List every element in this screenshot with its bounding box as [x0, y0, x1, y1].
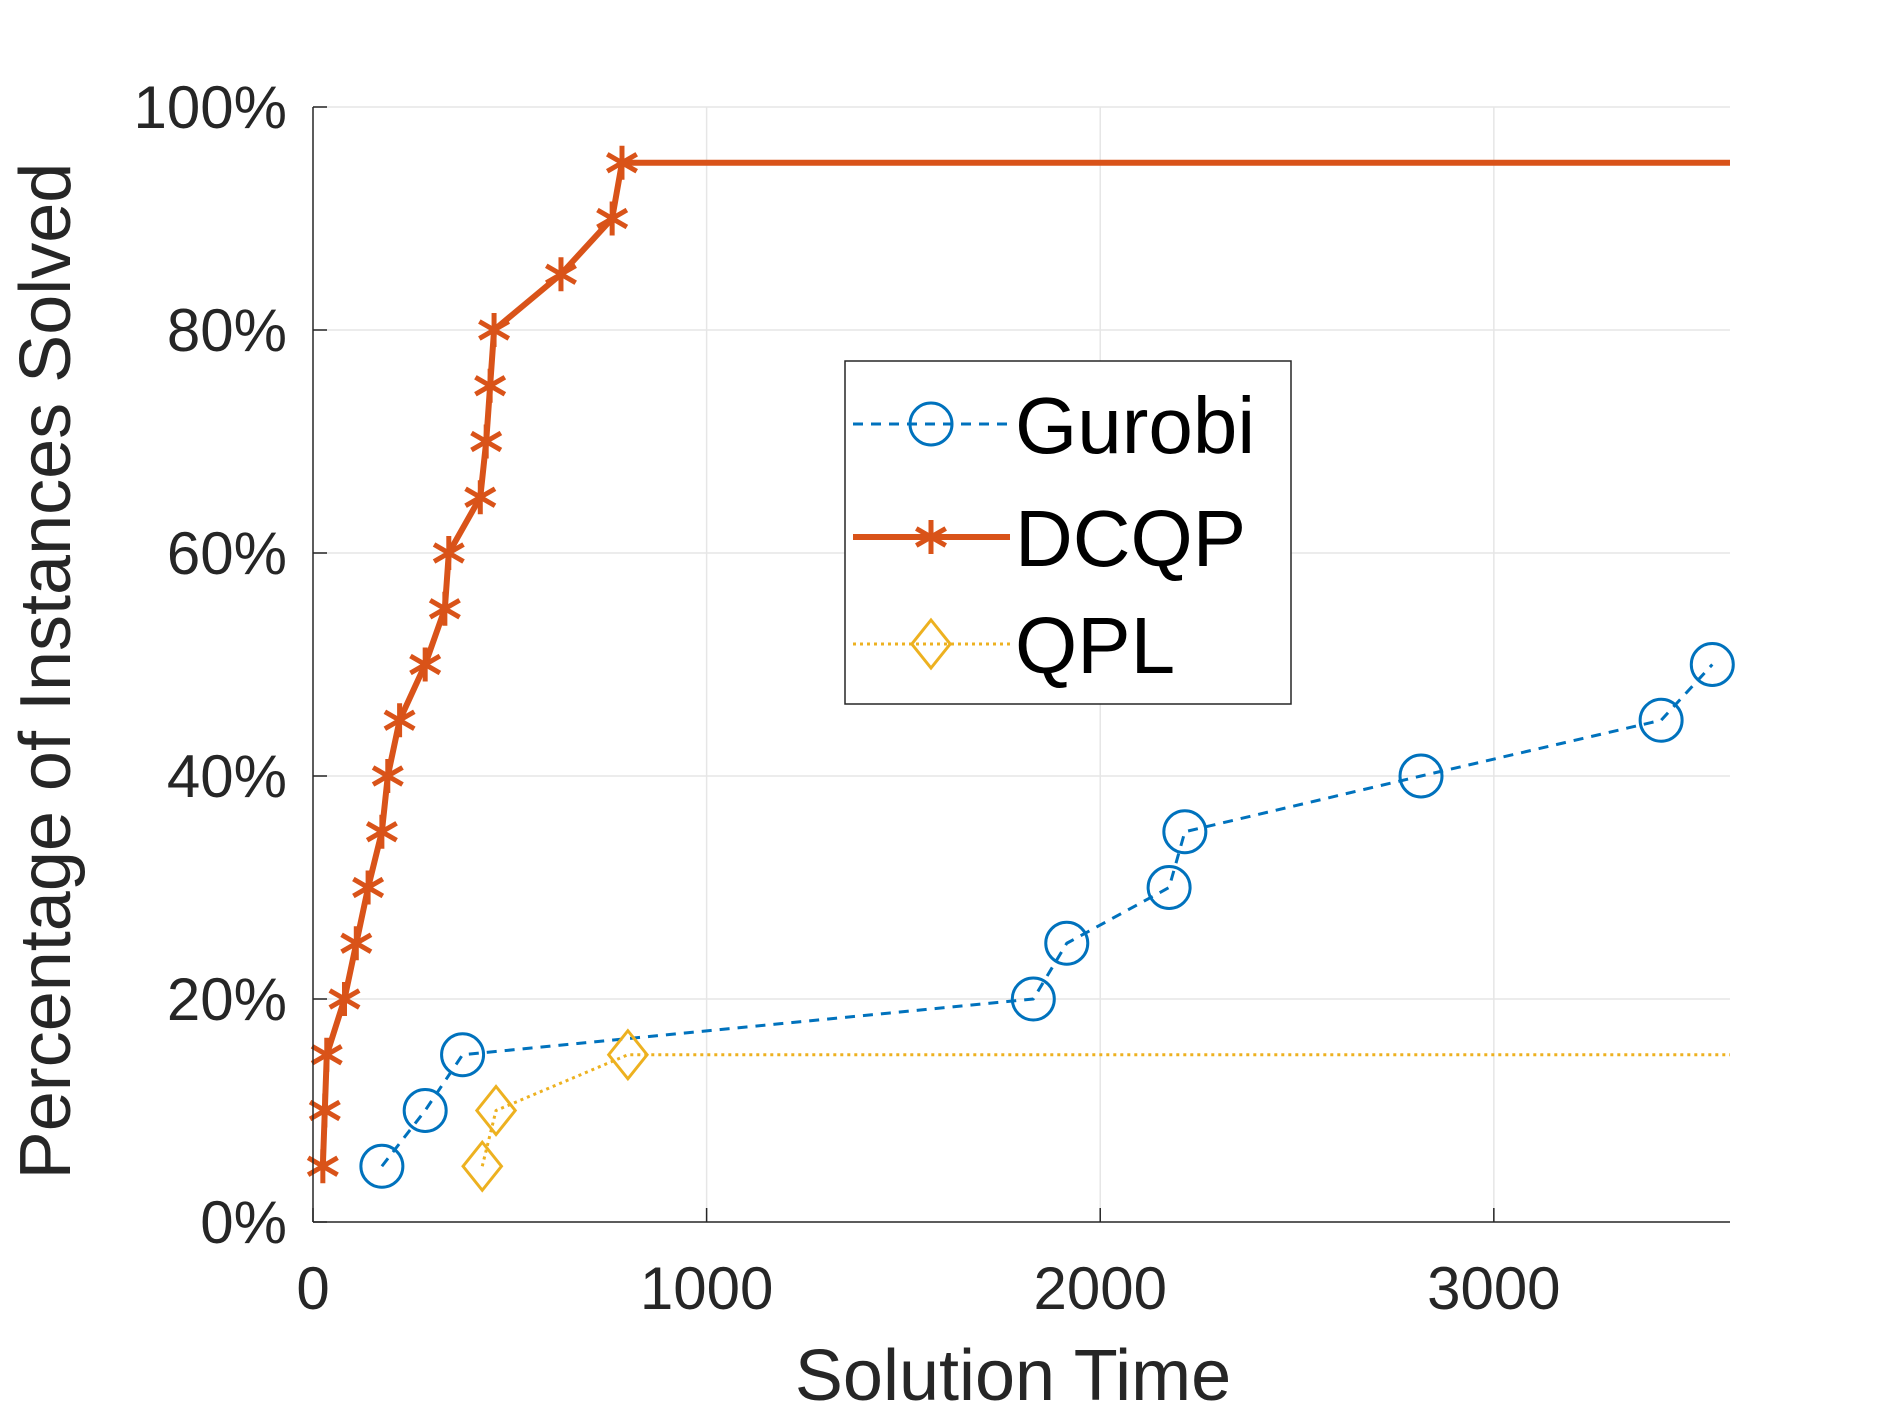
data-point-gurobi	[1146, 865, 1192, 910]
asterisk-stroke	[409, 653, 442, 676]
data-point-dcqp	[371, 759, 404, 793]
asterisk-stroke	[474, 375, 507, 397]
x-tick-label: 1000	[640, 1255, 773, 1322]
data-point-gurobi	[1398, 753, 1444, 799]
data-point-qpl	[461, 1139, 504, 1193]
legend-marker-qpl	[909, 617, 953, 671]
asterisk-stroke	[371, 765, 404, 787]
asterisk-stroke	[464, 486, 497, 508]
data-point-dcqp	[310, 1037, 343, 1072]
y-tick-label: 60%	[167, 520, 287, 587]
data-point-dcqp	[428, 591, 461, 626]
series-line-gurobi	[380, 663, 1714, 1168]
asterisk-stroke	[308, 1099, 341, 1122]
asterisk-stroke	[340, 932, 373, 954]
y-tick-label: 100%	[134, 74, 287, 141]
asterisk-stroke	[383, 709, 416, 731]
data-point-dcqp	[352, 870, 385, 905]
data-point-gurobi	[1689, 642, 1735, 687]
legend: Gurobi DCQP QPL	[844, 360, 1292, 705]
data-point-qpl	[474, 1084, 518, 1137]
asterisk-stroke	[915, 526, 947, 548]
x-axis-label: Solution Time	[795, 1336, 1231, 1416]
series-layer	[306, 145, 1735, 1193]
x-tick-label: 2000	[1033, 1255, 1166, 1322]
data-point-dcqp	[328, 982, 361, 1016]
data-point-dcqp	[596, 201, 629, 236]
y-tick-label: 40%	[167, 743, 287, 810]
asterisk-stroke	[328, 988, 361, 1010]
y-tick-label: 80%	[167, 297, 287, 364]
data-point-dcqp	[432, 536, 465, 570]
data-point-dcqp	[464, 480, 497, 515]
asterisk-stroke	[428, 598, 461, 620]
x-tick-label: 3000	[1427, 1255, 1560, 1322]
data-point-dcqp	[409, 647, 442, 682]
data-point-gurobi	[440, 1032, 486, 1078]
data-point-gurobi	[1638, 697, 1684, 743]
legend-marker-dcqp	[915, 520, 947, 554]
data-point-dcqp	[545, 257, 577, 292]
data-point-qpl	[606, 1028, 650, 1082]
y-tick-label: 20%	[167, 966, 287, 1033]
asterisk-stroke	[432, 542, 465, 564]
legend-label-qpl: QPL	[1015, 601, 1175, 690]
data-point-dcqp	[474, 368, 507, 403]
asterisk-stroke	[310, 1044, 343, 1066]
data-point-dcqp	[478, 313, 511, 347]
data-point-dcqp	[606, 145, 638, 180]
y-axis-label: Percentage of Instances Solved	[6, 163, 86, 1180]
asterisk-stroke	[596, 207, 629, 230]
legend-marker-gurobi	[908, 401, 954, 447]
legend-entries: Gurobi DCQP QPL	[853, 381, 1255, 690]
asterisk-stroke	[606, 152, 638, 174]
data-point-dcqp	[308, 1093, 341, 1128]
axes	[312, 106, 1730, 1223]
data-point-dcqp	[365, 814, 398, 849]
data-point-dcqp	[383, 703, 416, 738]
tick-labels: 0 1000 2000 3000 0% 20% 40% 60% 80% 100%	[134, 74, 1561, 1322]
series-line-qpl	[480, 1053, 1730, 1167]
y-tick-label: 0%	[200, 1189, 287, 1256]
asterisk-stroke	[365, 821, 398, 843]
asterisk-stroke	[352, 876, 385, 899]
asterisk-stroke	[545, 263, 577, 285]
data-point-dcqp	[470, 424, 503, 459]
data-point-gurobi	[1010, 976, 1056, 1022]
asterisk-stroke	[470, 430, 503, 453]
data-point-gurobi	[359, 1143, 405, 1189]
legend-label-gurobi: Gurobi	[1015, 381, 1255, 470]
asterisk-stroke	[478, 319, 511, 341]
data-point-gurobi	[1044, 920, 1090, 966]
x-tick-label: 0	[296, 1255, 329, 1322]
data-point-gurobi	[1162, 809, 1208, 855]
legend-label-dcqp: DCQP	[1015, 494, 1246, 583]
data-point-dcqp	[340, 926, 373, 961]
data-point-gurobi	[402, 1088, 448, 1133]
